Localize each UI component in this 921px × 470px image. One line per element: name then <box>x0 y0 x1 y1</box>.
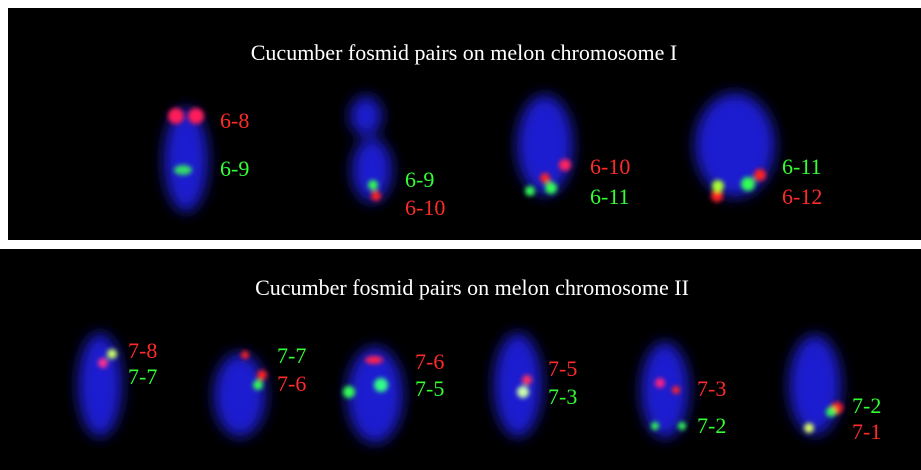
probe-label: 6-9 <box>405 167 434 192</box>
signal <box>651 422 659 430</box>
chromosome <box>78 333 122 437</box>
signal <box>655 378 665 388</box>
signal <box>174 165 192 175</box>
chromosome <box>164 108 208 212</box>
figure: Cucumber fosmid pairs on melon chromosom… <box>0 0 921 470</box>
signal <box>754 169 766 181</box>
probe-label: 7-3 <box>548 384 577 409</box>
chromosome <box>695 93 775 197</box>
probe-label: 6-9 <box>220 156 249 181</box>
probe-label: 7-5 <box>548 356 577 381</box>
signal <box>540 173 550 183</box>
signal <box>368 180 378 190</box>
probe-label: 7-5 <box>415 376 444 401</box>
probe-label: 7-1 <box>852 419 881 444</box>
signal <box>343 386 355 398</box>
signal <box>371 191 381 201</box>
signal <box>517 386 529 398</box>
signal <box>98 358 108 368</box>
signal <box>545 182 557 194</box>
signal <box>678 422 686 430</box>
signal <box>253 380 263 390</box>
signal <box>257 370 267 380</box>
chromosome <box>350 96 382 136</box>
probe-label: 7-3 <box>697 376 726 401</box>
probe-label: 6-11 <box>590 184 630 209</box>
signal <box>741 177 755 191</box>
probe-label: 7-2 <box>697 413 726 438</box>
signal <box>826 407 836 417</box>
signal <box>525 186 535 196</box>
signal <box>712 180 724 192</box>
panel-title: Cucumber fosmid pairs on melon chromosom… <box>251 40 677 65</box>
probe-label: 7-6 <box>415 349 444 374</box>
panel-title: Cucumber fosmid pairs on melon chromosom… <box>255 275 689 300</box>
probe-label: 6-10 <box>405 195 445 220</box>
probe-label: 6-10 <box>590 154 630 179</box>
probe-label: 6-11 <box>782 154 822 179</box>
probe-label: 7-7 <box>277 343 306 368</box>
probe-label: 7-6 <box>277 371 306 396</box>
chromosome <box>494 333 542 437</box>
chromosome <box>789 335 841 435</box>
signal <box>804 423 814 433</box>
probe-label: 7-8 <box>128 338 157 363</box>
signal <box>188 108 204 124</box>
probe-label: 6-12 <box>782 184 822 209</box>
signal <box>559 159 571 171</box>
signal <box>672 386 680 394</box>
probe-label: 7-7 <box>128 364 157 389</box>
signal <box>522 375 532 385</box>
signal <box>107 349 117 359</box>
probe-label: 6-8 <box>220 108 249 133</box>
signal <box>241 351 249 359</box>
probe-label: 7-2 <box>852 393 881 418</box>
signal <box>365 356 383 364</box>
signal <box>374 378 388 392</box>
chromosome <box>352 138 392 202</box>
signal <box>168 108 184 124</box>
chromosome <box>214 353 266 437</box>
